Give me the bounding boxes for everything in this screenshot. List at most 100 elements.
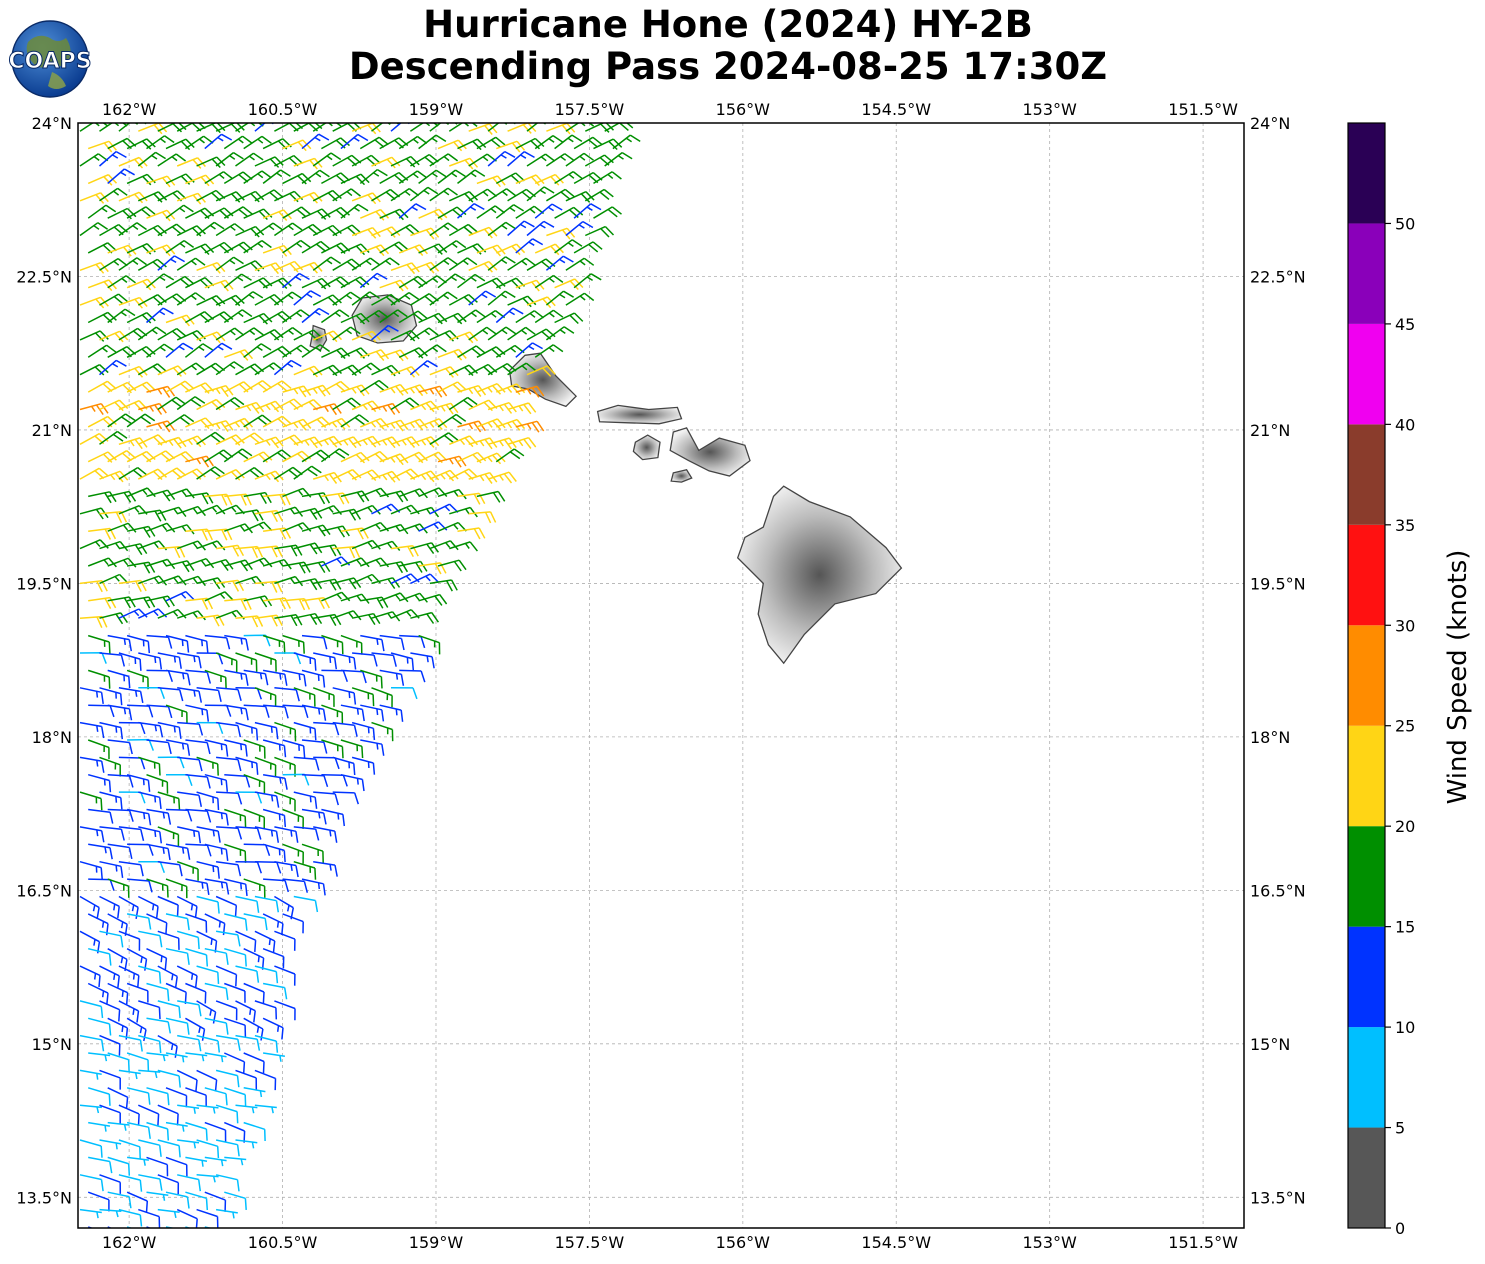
wind-barb: [185, 913, 208, 933]
wind-barb: [99, 187, 128, 202]
wind-barb: [79, 153, 109, 167]
wind-barb: [437, 559, 467, 572]
wind-barb: [340, 593, 370, 604]
wind-barb: [107, 275, 136, 289]
wind-barb: [215, 396, 245, 411]
wind-barb: [565, 292, 595, 306]
wind-barb: [138, 1034, 162, 1053]
wind-barb: [185, 1087, 207, 1107]
wind-barb: [379, 704, 404, 722]
wind-barb: [87, 1191, 110, 1212]
wind-barb: [340, 347, 370, 359]
wind-barb: [507, 295, 537, 308]
wind-barb: [554, 134, 583, 150]
wind-barb: [457, 169, 486, 184]
wind-barb: [146, 273, 175, 289]
wind-barb: [398, 203, 427, 219]
wind-barb: [138, 652, 163, 670]
wind-barb: [418, 593, 448, 606]
wind-barb: [177, 652, 202, 669]
wind-barb: [282, 669, 307, 687]
wind-barb: [254, 791, 280, 808]
wind-barb: [176, 362, 206, 376]
wind-barb: [487, 326, 517, 341]
wind-barb: [340, 384, 370, 397]
wind-barb: [185, 947, 209, 967]
wind-barb: [165, 1191, 190, 1209]
wind-barb: [449, 435, 479, 448]
wind-barb: [216, 687, 242, 702]
wind-barb: [235, 1034, 261, 1051]
wind-barb: [107, 413, 136, 428]
wind-barb: [448, 396, 478, 411]
wind-barb: [312, 256, 342, 271]
wind-barb: [254, 1000, 278, 1020]
wind-barb: [526, 153, 556, 167]
wind-barb: [340, 490, 370, 503]
wind-barb: [118, 791, 146, 804]
wind-barb: [204, 1226, 213, 1228]
wind-barb: [390, 291, 420, 306]
lat-tick-label-left: 19.5°N: [16, 574, 72, 593]
wind-barb: [313, 652, 338, 670]
wind-barb: [360, 704, 385, 722]
wind-barb: [360, 521, 390, 532]
wind-barb: [79, 965, 101, 988]
wind-barb: [223, 273, 252, 289]
wind-barb: [340, 773, 365, 792]
wind-barb: [146, 878, 169, 898]
lon-tick-label-top: 160.5°W: [248, 100, 318, 119]
wind-barb: [359, 379, 389, 393]
wind-barb: [196, 221, 225, 237]
wind-barb: [313, 544, 342, 557]
wind-barb: [185, 669, 212, 684]
wind-barb: [409, 327, 439, 341]
wind-barb: [274, 756, 296, 777]
wind-barb: [526, 186, 555, 202]
wind-barb: [235, 930, 257, 952]
wind-barb: [224, 704, 249, 721]
wind-barb: [165, 414, 195, 428]
wind-barb: [204, 449, 234, 463]
wind-barb: [243, 491, 272, 504]
wind-barb: [235, 1104, 258, 1114]
wind-barb: [126, 450, 156, 463]
wind-barb: [215, 327, 245, 341]
wind-barb: [457, 273, 486, 289]
wind-barb: [282, 272, 310, 289]
wind-barb: [565, 257, 595, 271]
wind-barb: [371, 436, 401, 449]
wind-barb: [360, 487, 390, 498]
wind-barb: [196, 791, 220, 811]
wind-barb: [457, 345, 486, 358]
wind-barb: [118, 1000, 140, 1023]
wind-barb: [235, 466, 264, 480]
wind-barb: [254, 721, 279, 740]
wind-barb: [418, 312, 448, 325]
wind-barb: [157, 223, 187, 237]
wind-barb: [223, 381, 253, 393]
wind-barb: [476, 205, 506, 219]
wind-barb: [196, 895, 220, 914]
wind-barb: [79, 687, 104, 705]
colorbar-swatch: [1348, 123, 1385, 224]
wind-barb: [351, 469, 381, 482]
wind-barb: [301, 773, 329, 788]
wind-barb: [126, 773, 151, 792]
wind-barb: [390, 652, 415, 671]
wind-barb: [604, 151, 633, 167]
wind-barb: [138, 860, 166, 874]
wind-barb: [204, 773, 229, 792]
wind-barb: [157, 826, 180, 847]
wind-barb: [177, 687, 203, 703]
wind-barb: [99, 826, 125, 841]
wind-barb: [118, 365, 148, 378]
lon-tick-label-top: 153°W: [1022, 100, 1077, 119]
wind-barb: [165, 913, 190, 931]
wind-barb: [185, 492, 214, 505]
wind-barb: [185, 704, 210, 722]
wind-barb: [127, 843, 154, 856]
wind-barb: [118, 1174, 143, 1192]
wind-barb: [371, 687, 393, 708]
wind-barb: [185, 843, 212, 857]
